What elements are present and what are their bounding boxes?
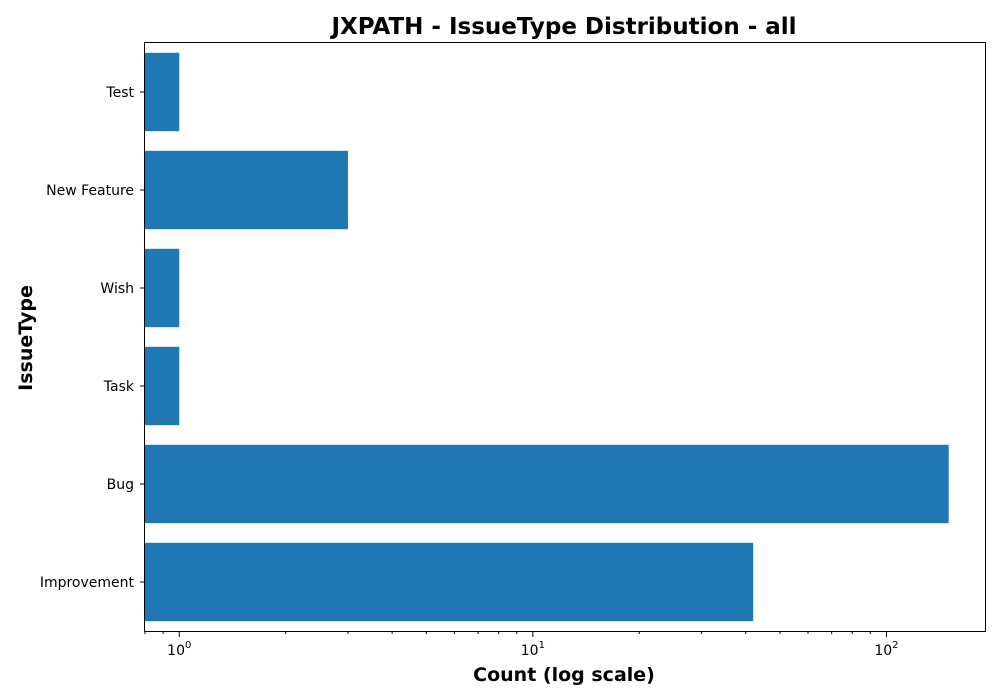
x-tick-label: 101 bbox=[521, 640, 545, 659]
bar-task bbox=[145, 346, 180, 426]
y-tick-label: Bug bbox=[107, 477, 134, 493]
y-tick-label: Test bbox=[105, 85, 134, 101]
bar-bug bbox=[145, 444, 949, 524]
x-tick-label: 100 bbox=[167, 640, 191, 659]
y-axis-ticks: Improvement Bug Task Wish New Feature Test bbox=[40, 85, 145, 591]
chart-title: JXPATH - IssueType Distribution - all bbox=[329, 14, 796, 40]
plot-frame bbox=[144, 42, 986, 632]
bar-wish bbox=[145, 248, 180, 328]
y-tick-label: Task bbox=[103, 379, 135, 395]
y-tick-label: Wish bbox=[100, 281, 134, 297]
x-tick-label: 102 bbox=[874, 640, 898, 659]
bar-new-feature bbox=[145, 150, 348, 230]
bar-test bbox=[145, 52, 180, 132]
bars-group bbox=[145, 52, 949, 622]
x-axis-label: Count (log scale) bbox=[473, 664, 655, 686]
x-axis-ticks: 100 101 102 bbox=[144, 631, 899, 659]
y-tick-label: Improvement bbox=[40, 575, 135, 591]
y-tick-label: New Feature bbox=[46, 183, 134, 199]
y-axis-label: IssueType bbox=[15, 285, 37, 391]
bar-improvement bbox=[145, 542, 754, 622]
